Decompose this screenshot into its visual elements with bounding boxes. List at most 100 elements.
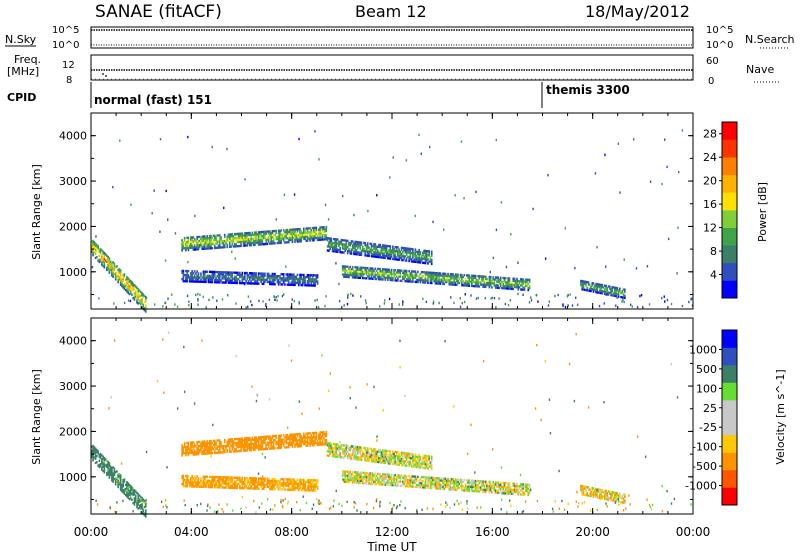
- echo-cell: [474, 283, 477, 286]
- echo-cell: [306, 280, 309, 283]
- echo-cell: [186, 278, 188, 281]
- echo-cell: [201, 452, 204, 456]
- echo-cell: [244, 487, 246, 490]
- echo-cell: [400, 451, 403, 454]
- echo-cell: [351, 479, 354, 482]
- echo-cell: [306, 436, 309, 439]
- echo-cell: [354, 455, 357, 459]
- echo-cell: [210, 485, 212, 489]
- echo-cell: [210, 448, 212, 451]
- echo-cell: [211, 485, 214, 489]
- echo-cell: [207, 241, 210, 244]
- echo-cell: [280, 283, 283, 286]
- echo-cell: [489, 282, 492, 285]
- echo-cell: [353, 213, 355, 217]
- echo-cell: [528, 278, 531, 282]
- echo-cell: [608, 287, 611, 290]
- echo-cell: [344, 452, 346, 455]
- echo-cell: [355, 475, 358, 478]
- echo-cell: [191, 443, 193, 446]
- echo-cell: [417, 463, 419, 467]
- echo-cell: [460, 284, 463, 287]
- echo-cell: [390, 479, 393, 483]
- echo-cell: [522, 278, 525, 281]
- echo-cell: [280, 482, 283, 485]
- echo-cell: [291, 234, 294, 237]
- echo-cell: [383, 248, 385, 251]
- echo-cell: [296, 486, 299, 490]
- echo-cell: [304, 438, 306, 441]
- echo-cell: [277, 231, 280, 234]
- echo-cell: [142, 305, 145, 309]
- echo-cell: [107, 462, 109, 466]
- echo-cell: [260, 272, 262, 275]
- echo-cell: [277, 283, 280, 286]
- echo-cell: [312, 234, 315, 238]
- echo-cell: [233, 237, 236, 240]
- echo-cell: [109, 266, 112, 270]
- echo-cell: [403, 273, 405, 277]
- echo-cell: [437, 481, 439, 484]
- echo-cell: [96, 448, 98, 452]
- echo-cell: [324, 435, 326, 438]
- echo-cell: [384, 461, 387, 465]
- echo-cell: [99, 454, 102, 458]
- echo-cell: [304, 233, 306, 236]
- echo-cell: [350, 474, 353, 478]
- echo-cell: [301, 486, 304, 490]
- echo-cell: [427, 482, 429, 485]
- echo-cell: [349, 252, 352, 255]
- echo-cell: [428, 476, 431, 479]
- echo-cell: [359, 251, 362, 254]
- echo-cell: [403, 451, 405, 455]
- echo-cell: [197, 276, 200, 279]
- echo-cell: [277, 442, 280, 446]
- echo-cell: [384, 244, 387, 247]
- cpid-mode-themis: themis 3300: [546, 83, 630, 97]
- echo-cell: [312, 282, 315, 285]
- echo-cell: [414, 252, 417, 255]
- echo-cell: [270, 274, 272, 278]
- echo-cell: [360, 454, 363, 457]
- echo-cell: [309, 227, 311, 230]
- echo-cell: [404, 464, 407, 467]
- echo-cell: [384, 272, 387, 275]
- power-colorbar-tick: 24: [703, 151, 717, 164]
- echo-cell: [414, 481, 417, 484]
- echo-cell: [306, 233, 309, 236]
- echo-cell: [267, 280, 270, 284]
- echo-cell: [281, 294, 284, 298]
- velocity-echo-region: [181, 474, 319, 492]
- echo-cell: [183, 236, 186, 240]
- echo-cell: [385, 449, 388, 453]
- echo-cell: [344, 247, 346, 250]
- echo-cell: [244, 441, 246, 444]
- echo-cell: [141, 294, 143, 297]
- echo-cell: [289, 228, 291, 232]
- echo-cell: [270, 276, 272, 280]
- echo-cell: [343, 243, 345, 246]
- echo-cell: [681, 129, 684, 132]
- echo-cell: [471, 284, 473, 288]
- echo-cell: [355, 240, 358, 244]
- echo-cell: [483, 281, 486, 284]
- echo-cell: [341, 472, 344, 475]
- echo-cell: [236, 279, 239, 283]
- echo-cell: [108, 263, 111, 266]
- echo-cell: [269, 280, 271, 284]
- echo-cell: [203, 274, 206, 277]
- echo-cell: [429, 277, 432, 281]
- echo-cell: [615, 290, 617, 294]
- echo-cell: [408, 278, 410, 281]
- echo-cell: [375, 450, 378, 453]
- echo-cell: [126, 282, 128, 285]
- echo-cell: [381, 477, 384, 480]
- echo-cell: [291, 228, 294, 231]
- echo-cell: [380, 278, 383, 281]
- echo-cell: [127, 283, 130, 286]
- echo-cell: [373, 253, 375, 256]
- echo-cell: [386, 481, 389, 484]
- echo-cell: [213, 445, 216, 449]
- echo-cell: [111, 468, 113, 472]
- echo-cell: [329, 444, 331, 447]
